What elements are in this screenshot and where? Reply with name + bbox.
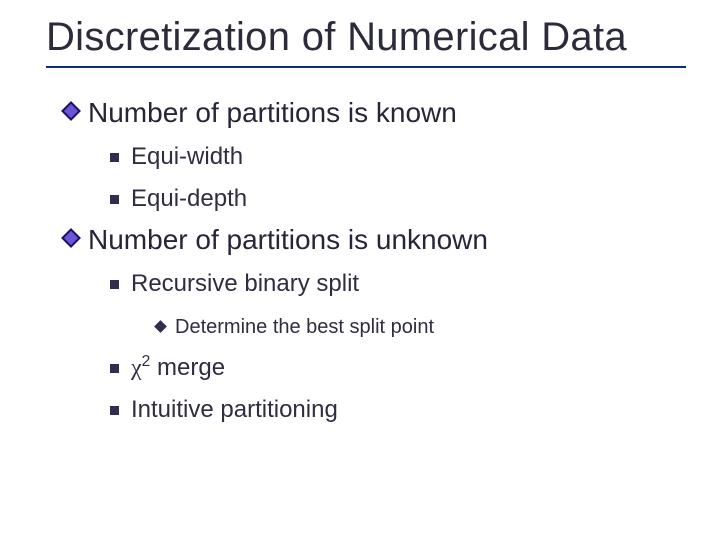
slide: Discretization of Numerical Data Number … — [0, 0, 720, 540]
lvl2-text: Intuitive partitioning — [131, 394, 338, 426]
diamond-icon — [64, 221, 78, 259]
square-icon — [110, 136, 119, 174]
slide-title: Discretization of Numerical Data — [46, 14, 690, 60]
diamond-icon — [64, 94, 78, 132]
bullet-lvl1: Number of partitions is unknown — [64, 221, 690, 259]
square-icon — [110, 347, 119, 385]
merge-text: merge — [150, 354, 225, 381]
lvl1-text: Number of partitions is unknown — [88, 221, 488, 259]
lvl2-text: Equi-width — [131, 141, 243, 173]
bullet-lvl2: Equi-depth — [110, 178, 690, 216]
chi-symbol: χ — [131, 355, 142, 381]
bullet-lvl2: Intuitive partitioning — [110, 389, 690, 427]
bullet-lvl2: Recursive binary split — [110, 263, 690, 301]
square-icon — [110, 389, 119, 427]
slide-content: Number of partitions is known Equi-width… — [64, 94, 690, 426]
square-icon — [110, 178, 119, 216]
lvl2-text: χ2 merge — [131, 352, 225, 384]
bullet-lvl2: Equi-width — [110, 136, 690, 174]
square-icon — [110, 263, 119, 301]
lvl2-text: Equi-depth — [131, 183, 247, 215]
bullet-lvl2: χ2 merge — [110, 347, 690, 385]
lvl1-text: Number of partitions is known — [88, 94, 457, 132]
lvl2-text: Recursive binary split — [131, 268, 359, 300]
bullet-lvl1: Number of partitions is known — [64, 94, 690, 132]
lvl3-text: Determine the best split point — [175, 314, 434, 341]
bullet-lvl3: Determine the best split point — [156, 305, 690, 343]
diamond-small-icon — [156, 305, 165, 343]
title-underline — [46, 66, 686, 68]
